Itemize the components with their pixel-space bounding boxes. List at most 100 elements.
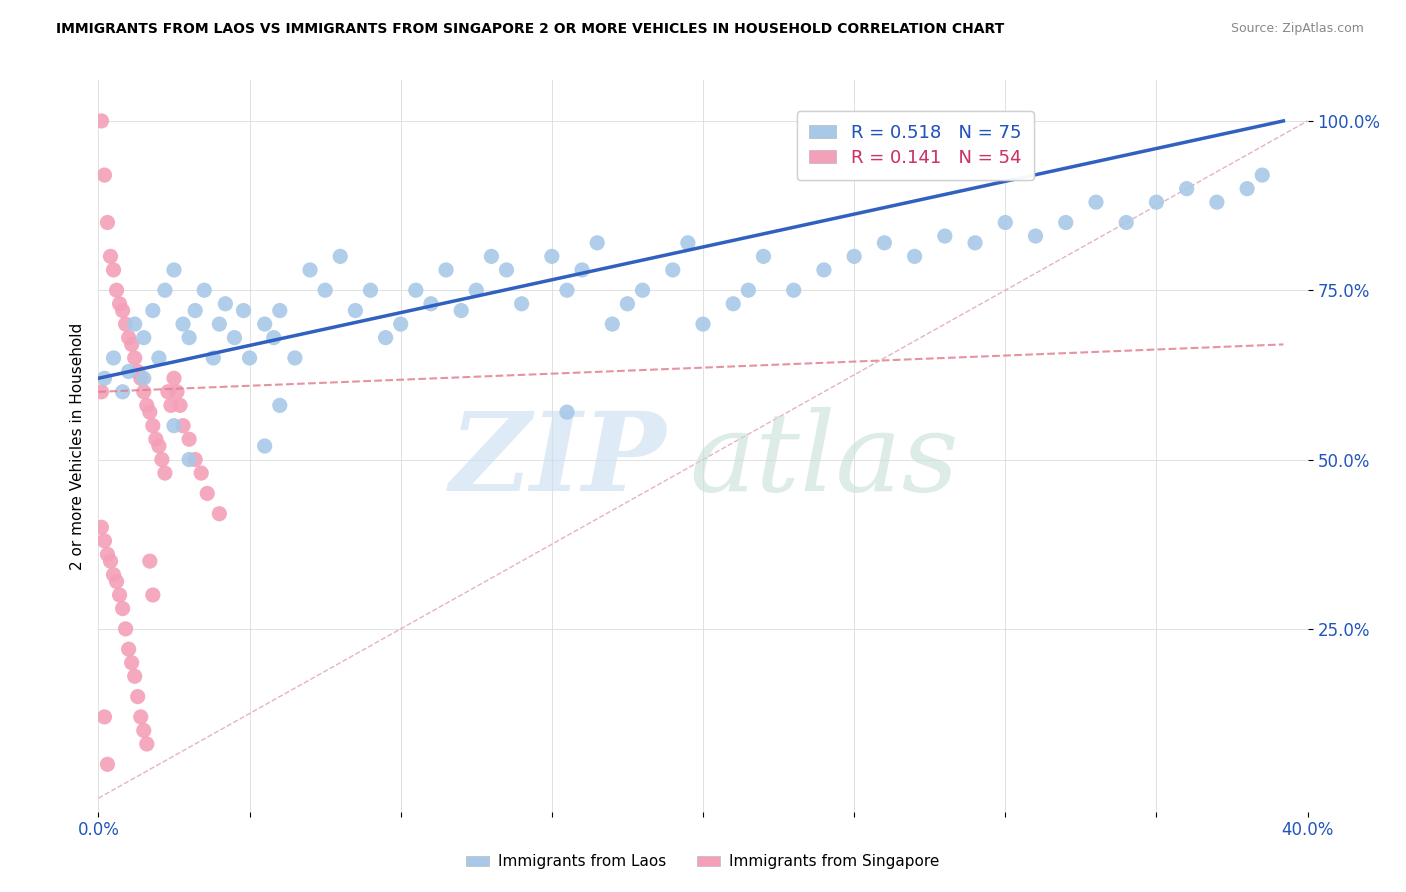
Point (96, 547, 118, 561)
Point (100, 249, 122, 263)
Point (179, 331, 201, 345)
Point (90, 384, 112, 399)
Point (263, 331, 285, 345)
Point (153, 283, 176, 297)
Point (586, 235, 609, 250)
Text: IMMIGRANTS FROM LAOS VS IMMIGRANTS FROM SINGAPORE 2 OR MORE VEHICLES IN HOUSEHOL: IMMIGRANTS FROM LAOS VS IMMIGRANTS FROM … (56, 22, 1004, 37)
Point (495, 263, 517, 277)
Point (108, 588, 131, 602)
Point (163, 263, 186, 277)
Point (118, 364, 141, 378)
Point (208, 507, 231, 521)
Point (813, 263, 835, 277)
Point (202, 351, 225, 365)
Point (555, 283, 578, 297)
Legend: R = 0.518   N = 75, R = 0.141   N = 54: R = 0.518 N = 75, R = 0.141 N = 54 (797, 112, 1033, 180)
Point (465, 283, 488, 297)
Point (208, 317, 231, 331)
Point (124, 351, 146, 365)
Point (269, 398, 291, 412)
Point (124, 669, 146, 683)
Point (360, 283, 382, 297)
Point (127, 690, 149, 704)
Point (510, 297, 533, 311)
Point (139, 554, 162, 568)
Point (90, 520, 112, 534)
Point (127, 364, 149, 378)
Point (752, 249, 775, 263)
Point (602, 317, 624, 331)
Point (129, 710, 152, 724)
Point (114, 317, 136, 331)
Point (105, 283, 128, 297)
Point (193, 283, 215, 297)
Point (934, 229, 956, 244)
Point (1054, 215, 1077, 229)
Point (405, 283, 427, 297)
Point (184, 303, 207, 318)
Point (96, 757, 118, 772)
Point (124, 317, 146, 331)
Point (844, 249, 866, 263)
Point (132, 371, 155, 385)
Point (965, 235, 987, 250)
Point (93, 533, 115, 548)
Point (540, 249, 562, 263)
Point (93, 710, 115, 724)
Point (344, 303, 367, 318)
Point (299, 263, 322, 277)
Point (153, 466, 176, 480)
Point (111, 384, 134, 399)
Point (179, 452, 201, 467)
Point (1024, 229, 1046, 244)
Point (132, 384, 155, 399)
Point (420, 297, 443, 311)
Point (111, 601, 134, 615)
Point (132, 723, 155, 738)
Point (163, 418, 186, 433)
Point (873, 235, 896, 250)
Point (166, 384, 188, 399)
Point (142, 303, 165, 318)
Point (103, 263, 125, 277)
Point (1175, 181, 1198, 195)
Point (114, 622, 136, 636)
Point (783, 283, 806, 297)
Point (142, 588, 165, 602)
Point (121, 337, 143, 351)
Point (172, 418, 194, 433)
Point (239, 351, 262, 365)
Point (329, 249, 352, 263)
Point (1115, 215, 1137, 229)
Point (145, 432, 167, 446)
Point (994, 215, 1017, 229)
Point (118, 642, 141, 657)
Point (111, 303, 134, 318)
Point (1236, 181, 1258, 195)
Point (172, 317, 194, 331)
Point (481, 249, 503, 263)
Point (156, 384, 179, 399)
Point (190, 466, 212, 480)
Point (184, 452, 207, 467)
Point (616, 297, 638, 311)
Point (118, 331, 141, 345)
Point (232, 303, 254, 318)
Point (100, 554, 122, 568)
Point (108, 297, 131, 311)
Point (555, 405, 578, 419)
Point (214, 297, 236, 311)
Point (284, 351, 307, 365)
Point (150, 452, 173, 467)
Point (253, 439, 276, 453)
Point (195, 486, 218, 500)
Point (139, 405, 162, 419)
Point (1251, 168, 1274, 182)
Point (129, 371, 152, 385)
Point (1085, 195, 1108, 210)
Point (374, 331, 396, 345)
Point (121, 656, 143, 670)
Point (450, 303, 472, 318)
Point (676, 235, 699, 250)
Point (1144, 195, 1167, 210)
